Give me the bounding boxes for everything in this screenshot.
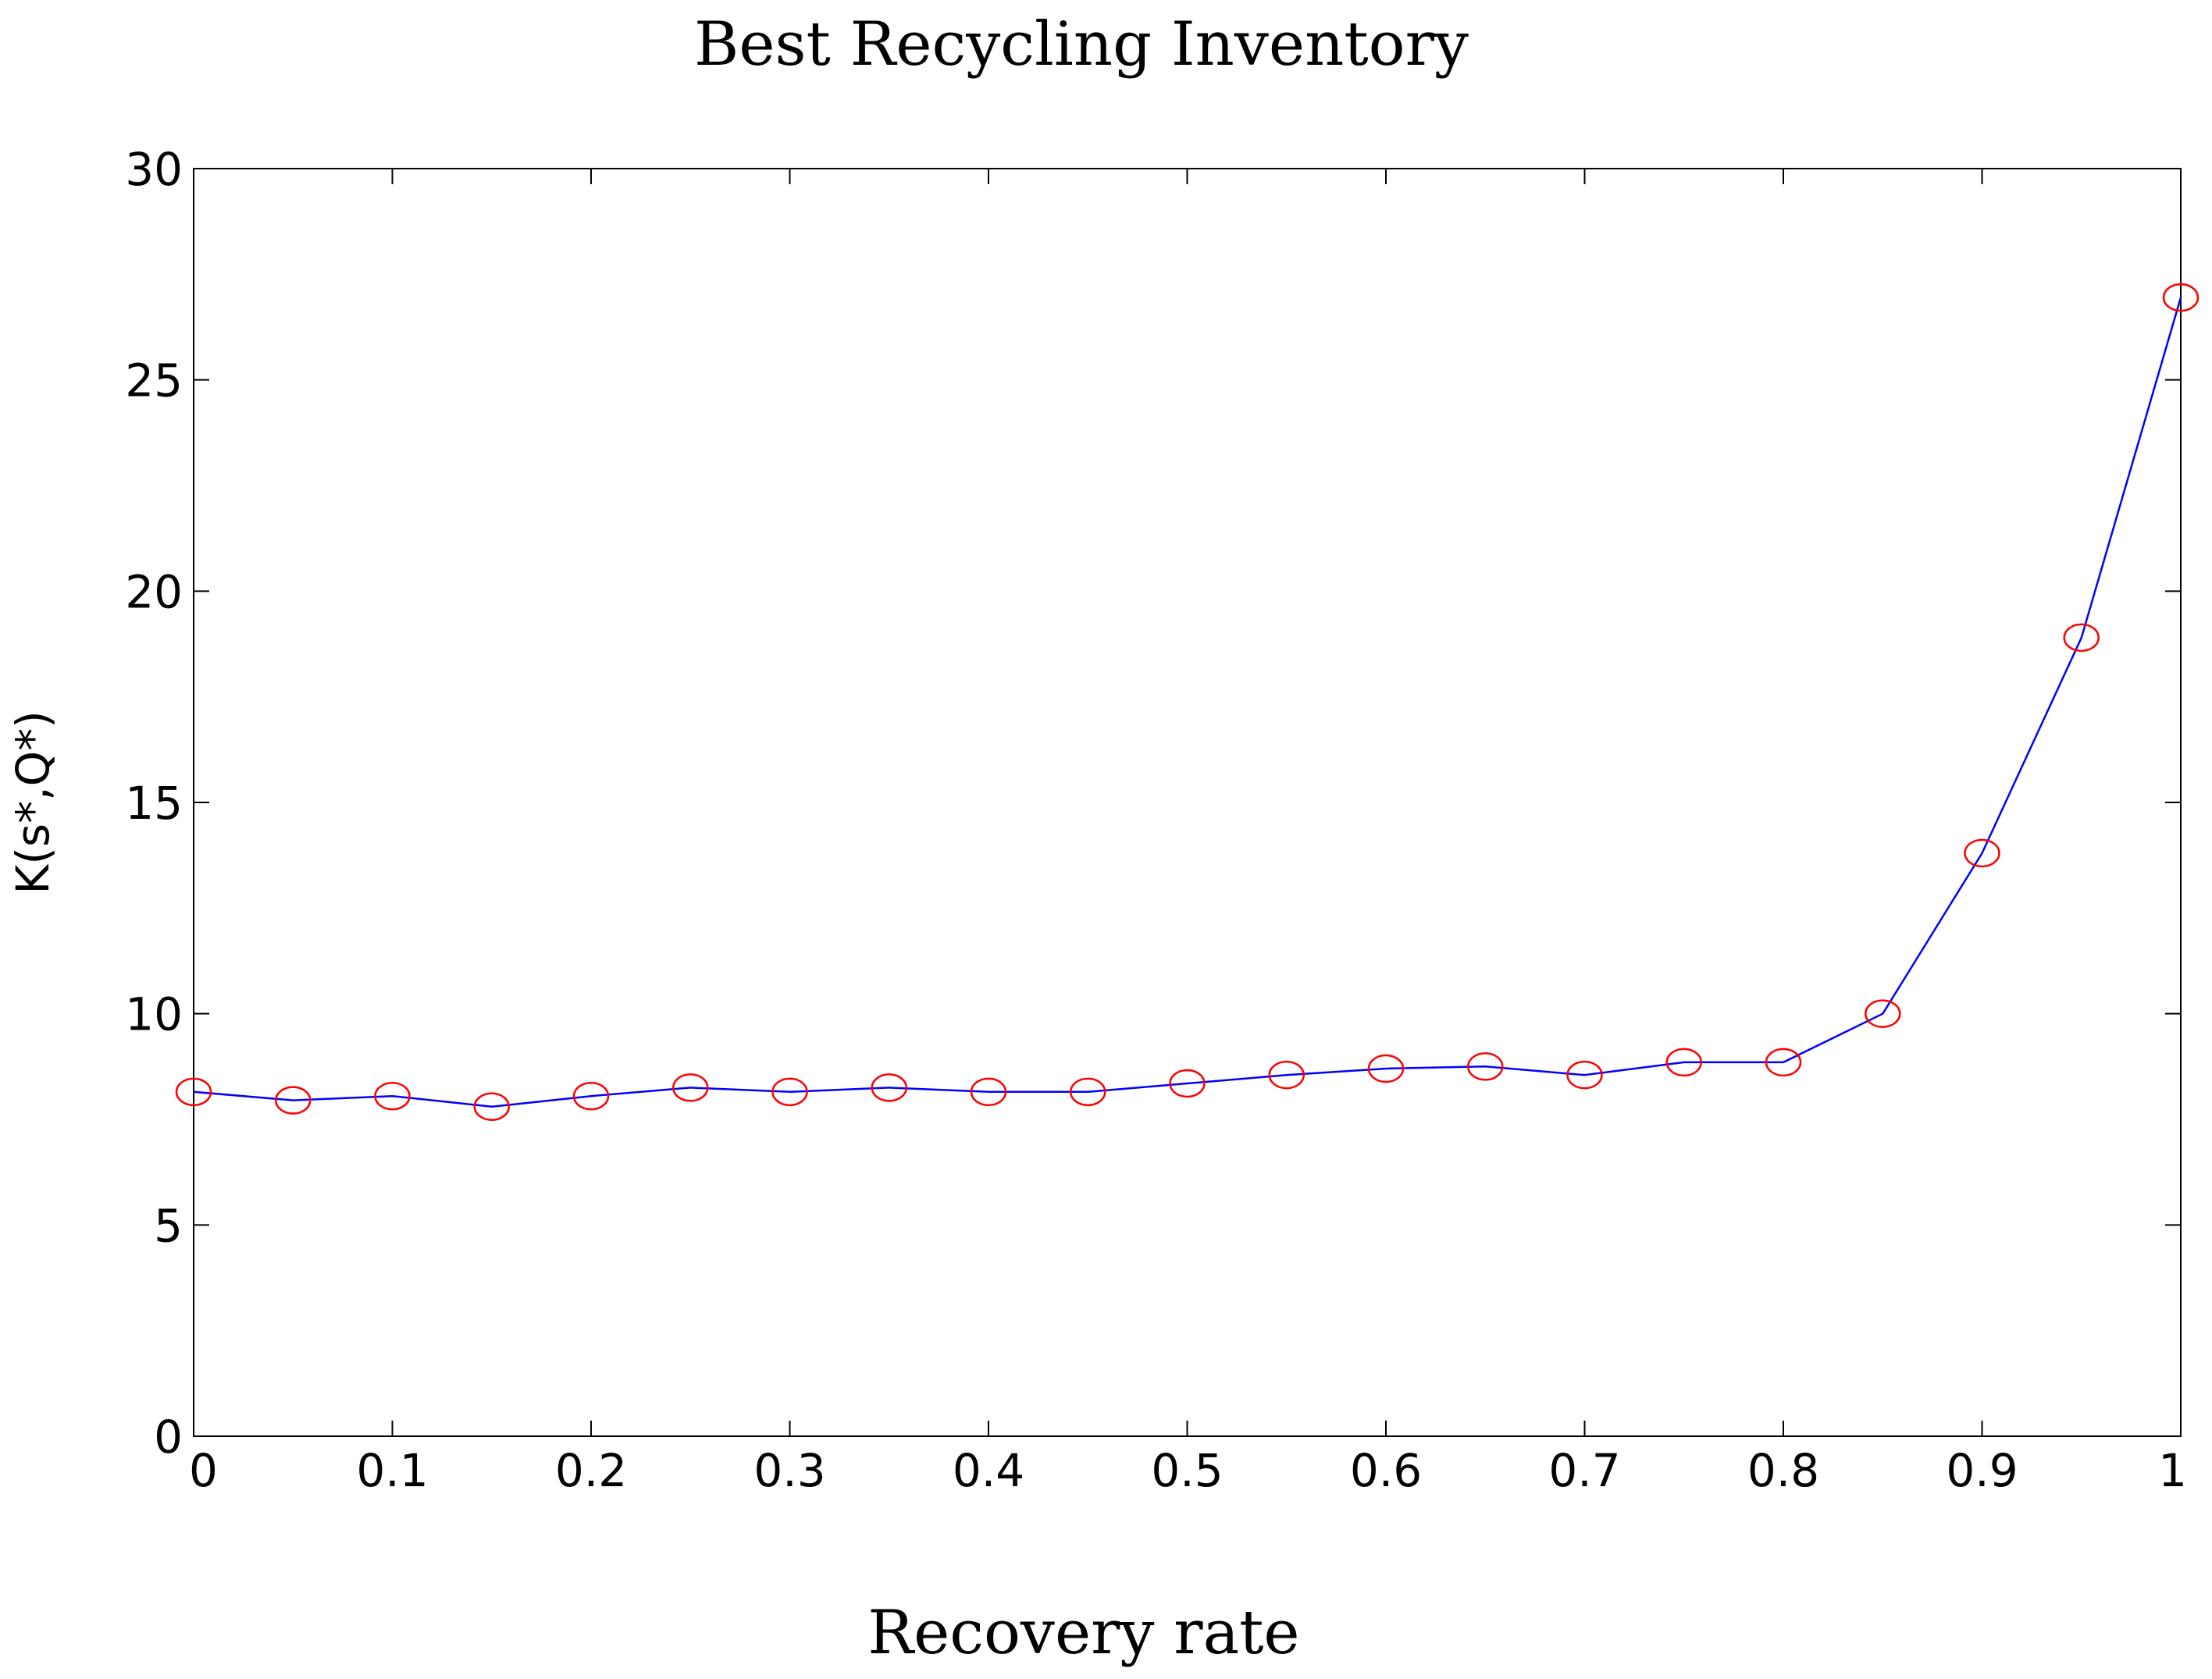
y-tick-label: 25 [125,354,183,407]
data-point-marker [672,1073,709,1102]
y-axis-label: K(s*,Q*) [6,710,59,895]
chart-title: Best Recycling Inventory [694,9,1469,80]
data-point-marker [1566,1060,1603,1090]
data-point-marker [2063,623,2100,653]
data-point-marker [1367,1054,1405,1083]
x-tick-label: 0.2 [555,1444,627,1497]
y-tick-label: 30 [125,143,183,196]
x-tick-label: 0.1 [356,1444,428,1497]
series-line [193,297,2182,1108]
x-tick-label: 0.3 [753,1444,825,1497]
data-point-marker [374,1081,411,1111]
data-point-marker [1070,1077,1106,1107]
data-point-marker [473,1092,510,1122]
data-point-marker [572,1081,610,1111]
data-point-marker [1765,1048,1802,1077]
x-tick-label: 0.7 [1548,1444,1620,1497]
x-axis: 0 0.1 0.2 0.3 0.4 0.5 0.6 0.7 0.8 0.9 1 [189,169,2187,1497]
data-markers [175,283,2200,1122]
x-tick-label: 1 [2158,1444,2187,1497]
plot-area-frame [193,168,2182,1437]
x-tick-label: 0.5 [1151,1444,1223,1497]
data-point-marker [1169,1069,1206,1098]
y-axis: 0 5 10 15 20 25 30 [125,143,2181,1464]
data-point-marker [871,1073,907,1102]
data-point-marker [2162,283,2200,312]
y-tick-label: 10 [125,988,183,1041]
data-point-marker [1467,1052,1504,1081]
y-tick-label: 5 [154,1199,183,1252]
data-point-marker [1964,838,2000,868]
x-tick-label: 0.6 [1350,1444,1422,1497]
data-point-marker [175,1077,212,1107]
data-point-marker [1865,999,1901,1028]
x-tick-label: 0.4 [953,1444,1024,1497]
data-point-marker [771,1077,808,1107]
x-tick-label: 0.8 [1747,1444,1819,1497]
x-tick-label: 0.9 [1946,1444,2018,1497]
y-tick-label: 15 [125,777,183,830]
y-tick-label: 0 [154,1410,183,1464]
x-axis-label: Recovery rate [867,1598,1299,1668]
data-point-marker [1665,1048,1702,1077]
data-point-marker [970,1077,1007,1107]
y-tick-label: 20 [125,565,183,618]
data-point-marker [275,1086,312,1115]
x-tick-label: 0 [189,1444,218,1497]
data-point-marker [1268,1060,1305,1090]
